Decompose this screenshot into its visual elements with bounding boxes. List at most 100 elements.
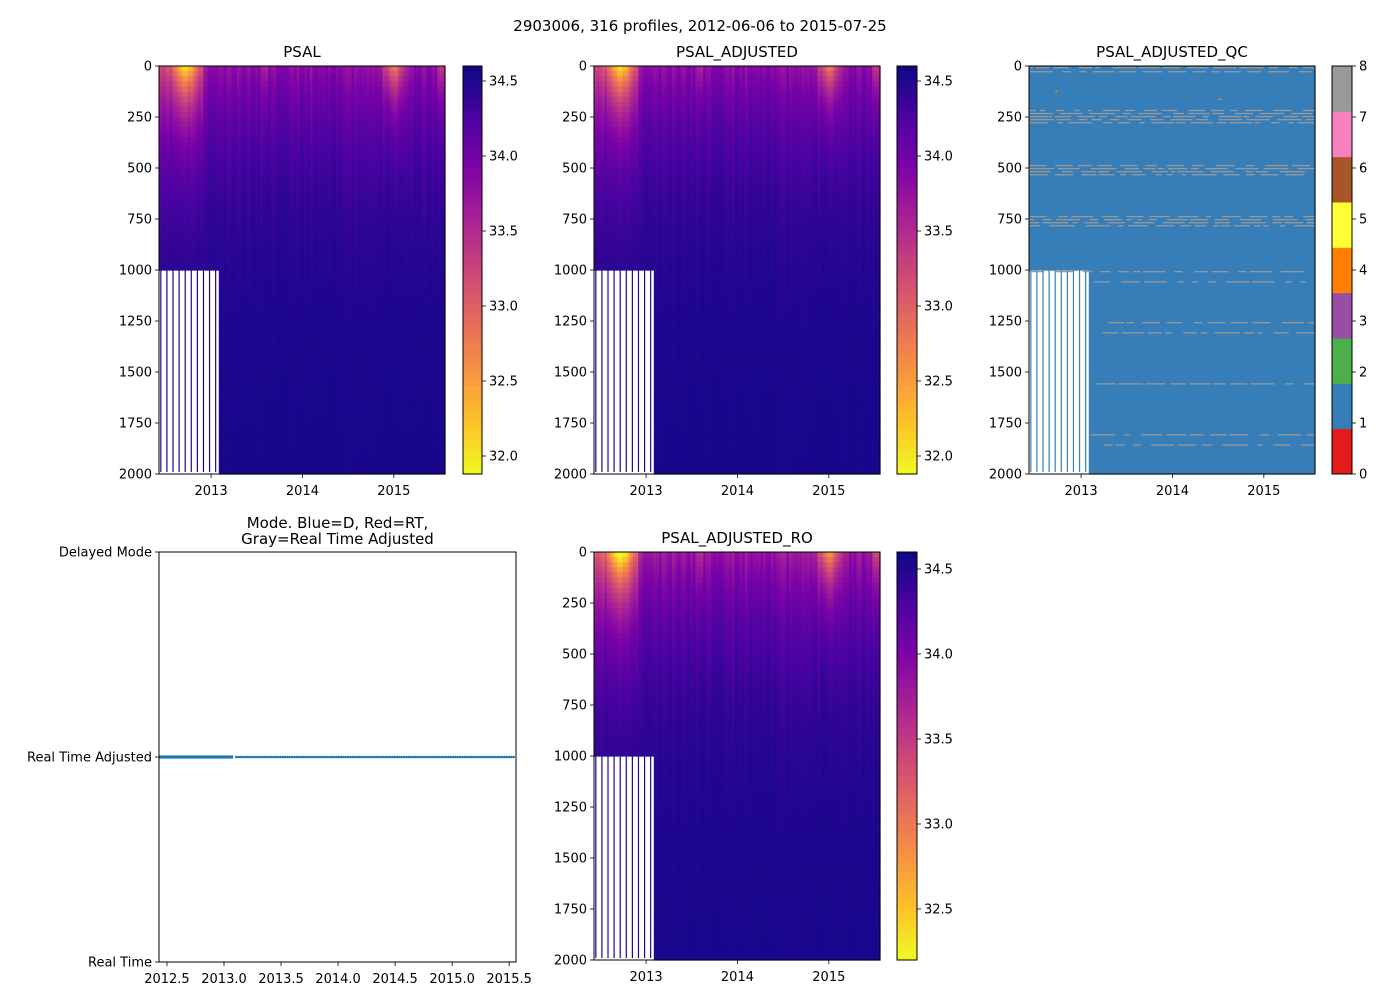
heatmap-cell	[169, 91, 173, 98]
heatmap-cell	[226, 295, 230, 302]
heatmap-cell	[234, 417, 238, 424]
heatmap-cell	[221, 285, 225, 291]
heatmap-cell	[172, 198, 176, 205]
heatmap-cell	[190, 147, 194, 154]
heatmap-cell	[185, 203, 189, 210]
heatmap-cell	[203, 229, 207, 235]
heatmap-cell	[200, 106, 204, 113]
heatmap-cell	[185, 132, 189, 138]
heatmap-cell	[216, 178, 220, 184]
heatmap-cell	[242, 326, 246, 332]
heatmap-cell	[237, 280, 241, 286]
heatmap-cell	[179, 147, 183, 154]
heatmap-cell	[224, 428, 228, 434]
heatmap-cell	[234, 458, 238, 465]
heatmap-cell	[237, 402, 241, 409]
heatmap-cell	[226, 234, 230, 240]
heatmap-cell	[244, 259, 248, 266]
heatmap-cell	[242, 188, 246, 195]
heatmap-cell	[239, 173, 243, 179]
heatmap-cell	[242, 117, 246, 123]
heatmap-cell	[192, 66, 196, 72]
heatmap-cell	[218, 198, 222, 205]
heatmap-cell	[237, 326, 241, 332]
heatmap-cell	[164, 198, 168, 205]
heatmap-cell	[200, 224, 204, 230]
heatmap-cell	[179, 188, 183, 195]
heatmap-cell	[205, 259, 209, 266]
heatmap-cell	[221, 213, 225, 220]
heatmap-cell	[216, 259, 220, 266]
heatmap-cell	[182, 234, 186, 240]
heatmap-cell	[190, 188, 194, 195]
heatmap-cell	[190, 173, 194, 179]
heatmap-cell	[179, 157, 183, 164]
heatmap-cell	[244, 178, 248, 184]
heatmap-cell	[226, 392, 230, 399]
heatmap-cell	[218, 96, 222, 103]
heatmap-cell	[164, 71, 168, 77]
heatmap-cell	[229, 392, 233, 399]
heatmap-cell	[234, 203, 238, 210]
heatmap-cell	[244, 147, 248, 154]
heatmap-cell	[231, 81, 235, 87]
heatmap-cell	[216, 137, 220, 144]
heatmap-cell	[185, 264, 189, 271]
heatmap-cell	[218, 453, 222, 460]
heatmap-cell	[237, 356, 241, 363]
heatmap-cell	[203, 71, 207, 77]
heatmap-cell	[195, 132, 199, 138]
heatmap-cell	[177, 127, 181, 133]
heatmap-cell	[237, 341, 241, 348]
heatmap-cell	[216, 224, 220, 230]
heatmap-cell	[182, 106, 186, 113]
heatmap-cell	[231, 336, 235, 342]
heatmap-cell	[216, 127, 220, 133]
heatmap-cell	[208, 86, 212, 93]
heatmap-cell	[195, 147, 199, 154]
heatmap-cell	[164, 132, 168, 138]
heatmap-cell	[213, 86, 217, 93]
heatmap-cell	[218, 300, 222, 307]
heatmap-cell	[239, 162, 243, 169]
heatmap-cell	[234, 168, 238, 174]
heatmap-cell	[229, 285, 233, 291]
heatmap-cell	[213, 127, 217, 133]
heatmap-cell	[159, 198, 163, 205]
heatmap-cell	[161, 219, 165, 225]
heatmap-cell	[205, 208, 209, 215]
heatmap-cell	[242, 254, 246, 261]
heatmap-cell	[224, 193, 228, 200]
heatmap-cell	[195, 254, 199, 261]
heatmap-cell	[203, 249, 207, 256]
heatmap-cell	[242, 106, 246, 113]
heatmap-cell	[237, 178, 241, 184]
heatmap-cell	[229, 423, 233, 429]
heatmap-cell	[239, 259, 243, 266]
heatmap-cell	[231, 372, 235, 378]
heatmap-cell	[226, 275, 230, 281]
heatmap-cell	[187, 152, 191, 159]
heatmap-cell	[229, 412, 233, 419]
heatmap-cell	[190, 127, 194, 133]
heatmap-cell	[198, 244, 202, 251]
heatmap-cell	[242, 468, 246, 475]
heatmap-cell	[164, 173, 168, 179]
heatmap-cell	[213, 117, 217, 123]
heatmap-cell	[200, 178, 204, 184]
heatmap-cell	[237, 387, 241, 393]
heatmap-cell	[208, 168, 212, 174]
heatmap-cell	[182, 224, 186, 230]
heatmap-cell	[166, 132, 170, 138]
heatmap-cell	[159, 224, 163, 230]
heatmap-cell	[242, 428, 246, 434]
heatmap-cell	[182, 127, 186, 133]
heatmap-cell	[237, 76, 241, 82]
heatmap-cell	[179, 219, 183, 225]
heatmap-cell	[187, 219, 191, 225]
heatmap-cell	[159, 127, 163, 133]
heatmap-cell	[179, 183, 183, 189]
heatmap-cell	[221, 336, 225, 342]
heatmap-cell	[190, 203, 194, 210]
heatmap-cell	[182, 117, 186, 123]
